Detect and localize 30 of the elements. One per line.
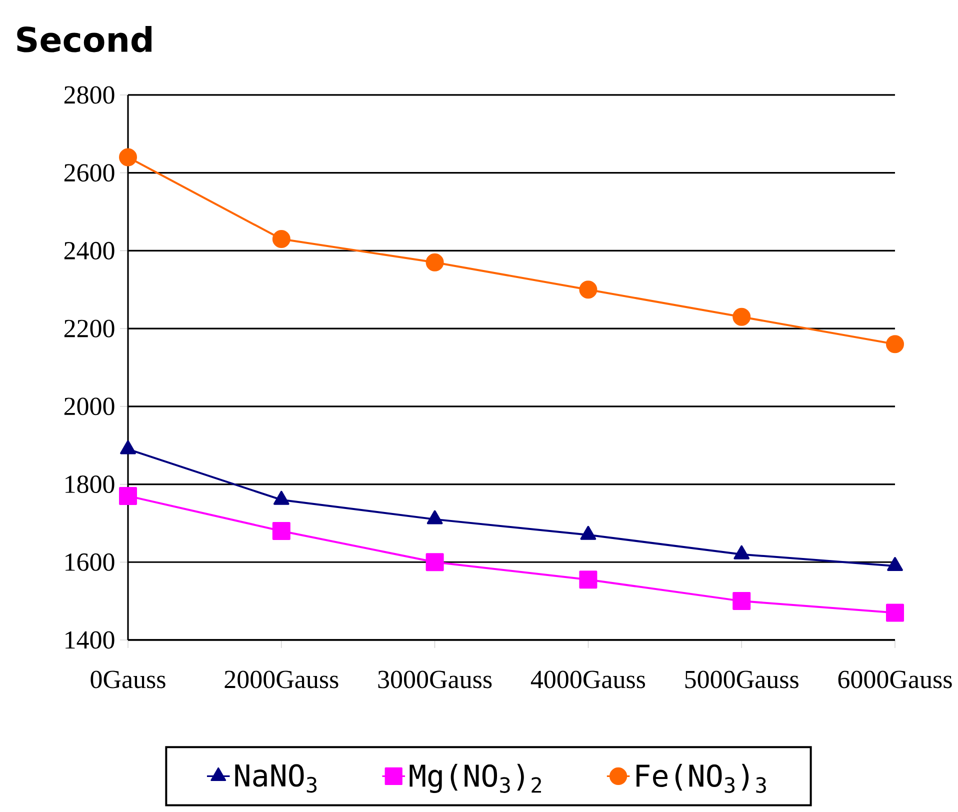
legend-label: Mg(NO$_{3}$)$_{2}$ xyxy=(410,764,541,794)
legend-label: Fe(NO$_{3}$)$_{3}$ xyxy=(636,764,766,793)
x-tick-label: 6000Gauss xyxy=(838,670,952,688)
point xyxy=(426,553,444,572)
point xyxy=(579,570,598,589)
point xyxy=(426,253,444,272)
y-tick-label: 2800 xyxy=(64,86,114,104)
legend-label: NaNO$_{3}$ xyxy=(235,764,317,793)
y-tick-label: 1400 xyxy=(66,631,114,649)
point xyxy=(732,592,751,610)
x-tick-label: 4000Gauss xyxy=(530,670,646,688)
y-axis-title: Second xyxy=(17,26,152,52)
y-tick-label: 2000 xyxy=(64,398,114,416)
y-tick-label: 1800 xyxy=(66,475,114,494)
x-tick-label: 3000Gauss xyxy=(378,670,492,688)
y-tick-label: 1600 xyxy=(66,553,114,571)
point xyxy=(886,335,904,354)
x-tick-label: 0Gauss xyxy=(90,670,166,688)
point xyxy=(579,280,598,299)
x-tick-label: 5000Gauss xyxy=(685,670,798,688)
point xyxy=(732,308,751,326)
y-tick-label: 2400 xyxy=(64,242,114,260)
point xyxy=(272,522,290,540)
x-tick-label: 2000Gauss xyxy=(224,670,338,688)
point xyxy=(119,148,137,166)
point xyxy=(272,230,290,248)
point xyxy=(886,604,904,622)
y-tick-label: 2200 xyxy=(64,320,114,338)
y-tick-label: 2600 xyxy=(64,164,114,182)
point xyxy=(119,486,137,505)
